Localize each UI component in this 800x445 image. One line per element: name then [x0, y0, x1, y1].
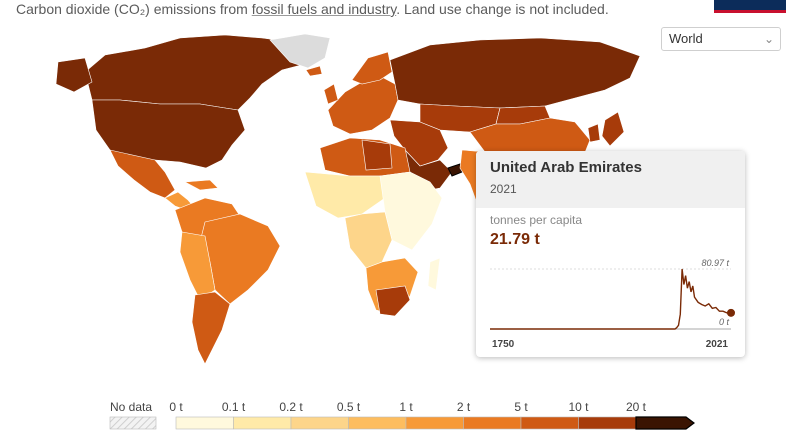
region-europe[interactable]: [327, 75, 399, 135]
chevron-down-icon: ⌄: [763, 32, 774, 46]
sparkline-series-line: [490, 268, 732, 330]
country-alaska[interactable]: [55, 57, 93, 93]
owid-logo[interactable]: [714, 0, 786, 13]
legend-bin-label: 10 t: [568, 400, 589, 414]
legend-no-data-label: No data: [110, 400, 152, 414]
country-south-africa[interactable]: [375, 285, 411, 317]
sparkline-ymax-label: 80.97 t: [701, 258, 729, 268]
region-select[interactable]: World ⌄: [661, 27, 781, 51]
tooltip-unit-label: tonnes per capita: [490, 213, 583, 227]
tooltip-header: United Arab Emirates 2021: [476, 151, 745, 208]
legend-bin-label: 0.2 t: [279, 400, 303, 414]
region-caribbean[interactable]: [183, 179, 219, 191]
country-uk[interactable]: [323, 83, 339, 105]
region-select-value: World: [669, 31, 703, 46]
country-japan[interactable]: [601, 111, 625, 147]
country-greenland[interactable]: [269, 33, 331, 69]
fossil-fuels-link[interactable]: fossil fuels and industry: [251, 1, 397, 17]
region-west-africa[interactable]: [304, 171, 386, 219]
legend-bin-swatch[interactable]: [405, 416, 464, 430]
country-russia[interactable]: [389, 37, 641, 109]
legend-bin-label: 0.5 t: [337, 400, 361, 414]
legend-bin-label: 0 t: [169, 400, 183, 414]
legend-bin-swatch[interactable]: [520, 416, 579, 430]
country-tooltip: United Arab Emirates 2021 tonnes per cap…: [476, 151, 745, 357]
tooltip-year: 2021: [490, 182, 517, 196]
country-korea[interactable]: [587, 123, 601, 143]
region-scandinavia[interactable]: [351, 51, 393, 85]
subtitle-prefix: Carbon dioxide (CO₂) emissions from: [16, 1, 248, 17]
sparkline-xstart-label: 1750: [492, 339, 515, 350]
legend-bin-label: 2 t: [457, 400, 471, 414]
subtitle-suffix: . Land use change is not included.: [396, 1, 609, 17]
region-middle-east[interactable]: [389, 119, 449, 167]
legend-bin-label: 20 t: [626, 400, 647, 414]
legend-bin-swatch[interactable]: [463, 416, 522, 430]
sparkline-end-point: [727, 308, 735, 317]
region-central-africa[interactable]: [344, 211, 393, 269]
legend-bin-swatch-top[interactable]: [635, 416, 695, 430]
country-united-arab-emirates[interactable]: [447, 163, 463, 177]
legend-bin-label: 5 t: [514, 400, 528, 414]
sparkline-xend-label: 2021: [706, 339, 729, 350]
chart-subtitle: Carbon dioxide (CO₂) emissions from foss…: [16, 1, 609, 17]
tooltip-sparkline: 80.97 t 0 t 1750 2021: [490, 258, 735, 350]
sparkline-ymin-label: 0 t: [719, 317, 730, 327]
legend-bin-swatch[interactable]: [578, 416, 637, 430]
color-legend: No data 0 t 0.1 t 0.2 t 0.5 t 1 t 2 t 5 t 10 t 2…: [109, 400, 695, 430]
country-argentina-chile[interactable]: [191, 291, 231, 365]
legend-bin-swatch[interactable]: [290, 416, 349, 430]
legend-no-data-swatch[interactable]: [109, 416, 157, 430]
legend-bin-swatch[interactable]: [175, 416, 234, 430]
tooltip-value: 21.79 t: [490, 231, 540, 248]
country-libya[interactable]: [361, 139, 393, 171]
tooltip-country: United Arab Emirates: [490, 159, 642, 176]
legend-bin-swatch[interactable]: [233, 416, 292, 430]
legend-bin-swatch[interactable]: [348, 416, 407, 430]
legend-bin-label: 1 t: [399, 400, 413, 414]
country-iceland[interactable]: [305, 65, 323, 77]
country-madagascar[interactable]: [427, 257, 441, 291]
legend-bin-label: 0.1 t: [222, 400, 246, 414]
